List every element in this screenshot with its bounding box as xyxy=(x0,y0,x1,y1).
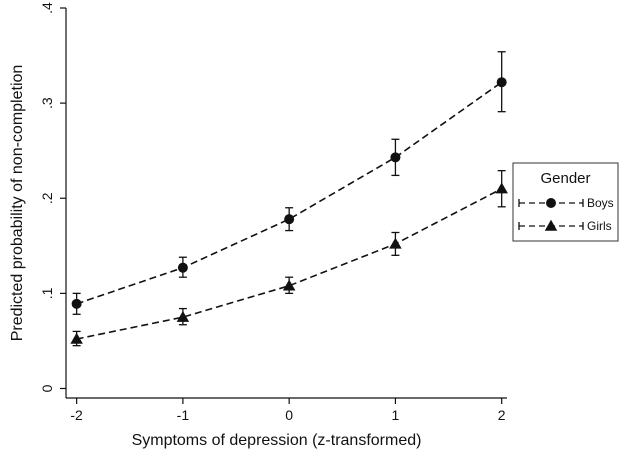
x-tick-label: 0 xyxy=(285,407,293,423)
legend-label: Boys xyxy=(587,196,614,210)
x-tick-label: 2 xyxy=(498,407,506,423)
legend-marker xyxy=(544,219,558,231)
data-point xyxy=(71,298,82,309)
data-point xyxy=(496,77,507,88)
series-boys xyxy=(71,51,507,315)
x-axis-title: Symptoms of depression (z-transformed) xyxy=(132,432,422,449)
data-point xyxy=(282,279,296,291)
data-point xyxy=(389,237,402,249)
data-point xyxy=(495,182,508,194)
series-layer xyxy=(70,51,508,347)
y-tick-label: .4 xyxy=(39,2,55,14)
data-point xyxy=(177,262,188,273)
series-line xyxy=(76,81,503,305)
legend-marker xyxy=(546,198,556,208)
y-tick-label: .2 xyxy=(39,192,55,204)
legend-title: Gender xyxy=(540,170,590,187)
legend-box xyxy=(512,162,619,242)
data-point xyxy=(284,214,295,225)
y-tick-label: .1 xyxy=(39,287,55,299)
y-tick-label: .3 xyxy=(39,97,55,109)
x-tick-label: -2 xyxy=(70,407,83,423)
x-tick-label: -1 xyxy=(177,407,190,423)
series-girls xyxy=(70,170,508,347)
axes: 0 .1 .2 .3 .4 -2 -1 0 1 2 Symptoms of depression (… xyxy=(9,2,507,449)
legend-label: Girls xyxy=(587,219,612,233)
data-point xyxy=(390,152,401,163)
y-tick-label: 0 xyxy=(39,384,55,392)
data-point xyxy=(70,332,83,344)
series-line xyxy=(76,188,503,340)
data-point xyxy=(176,310,190,322)
y-axis-title: Predicted probability of non-completion xyxy=(9,65,26,342)
legend: Gender Boys Girls xyxy=(512,162,619,242)
x-tick-label: 1 xyxy=(392,407,400,423)
